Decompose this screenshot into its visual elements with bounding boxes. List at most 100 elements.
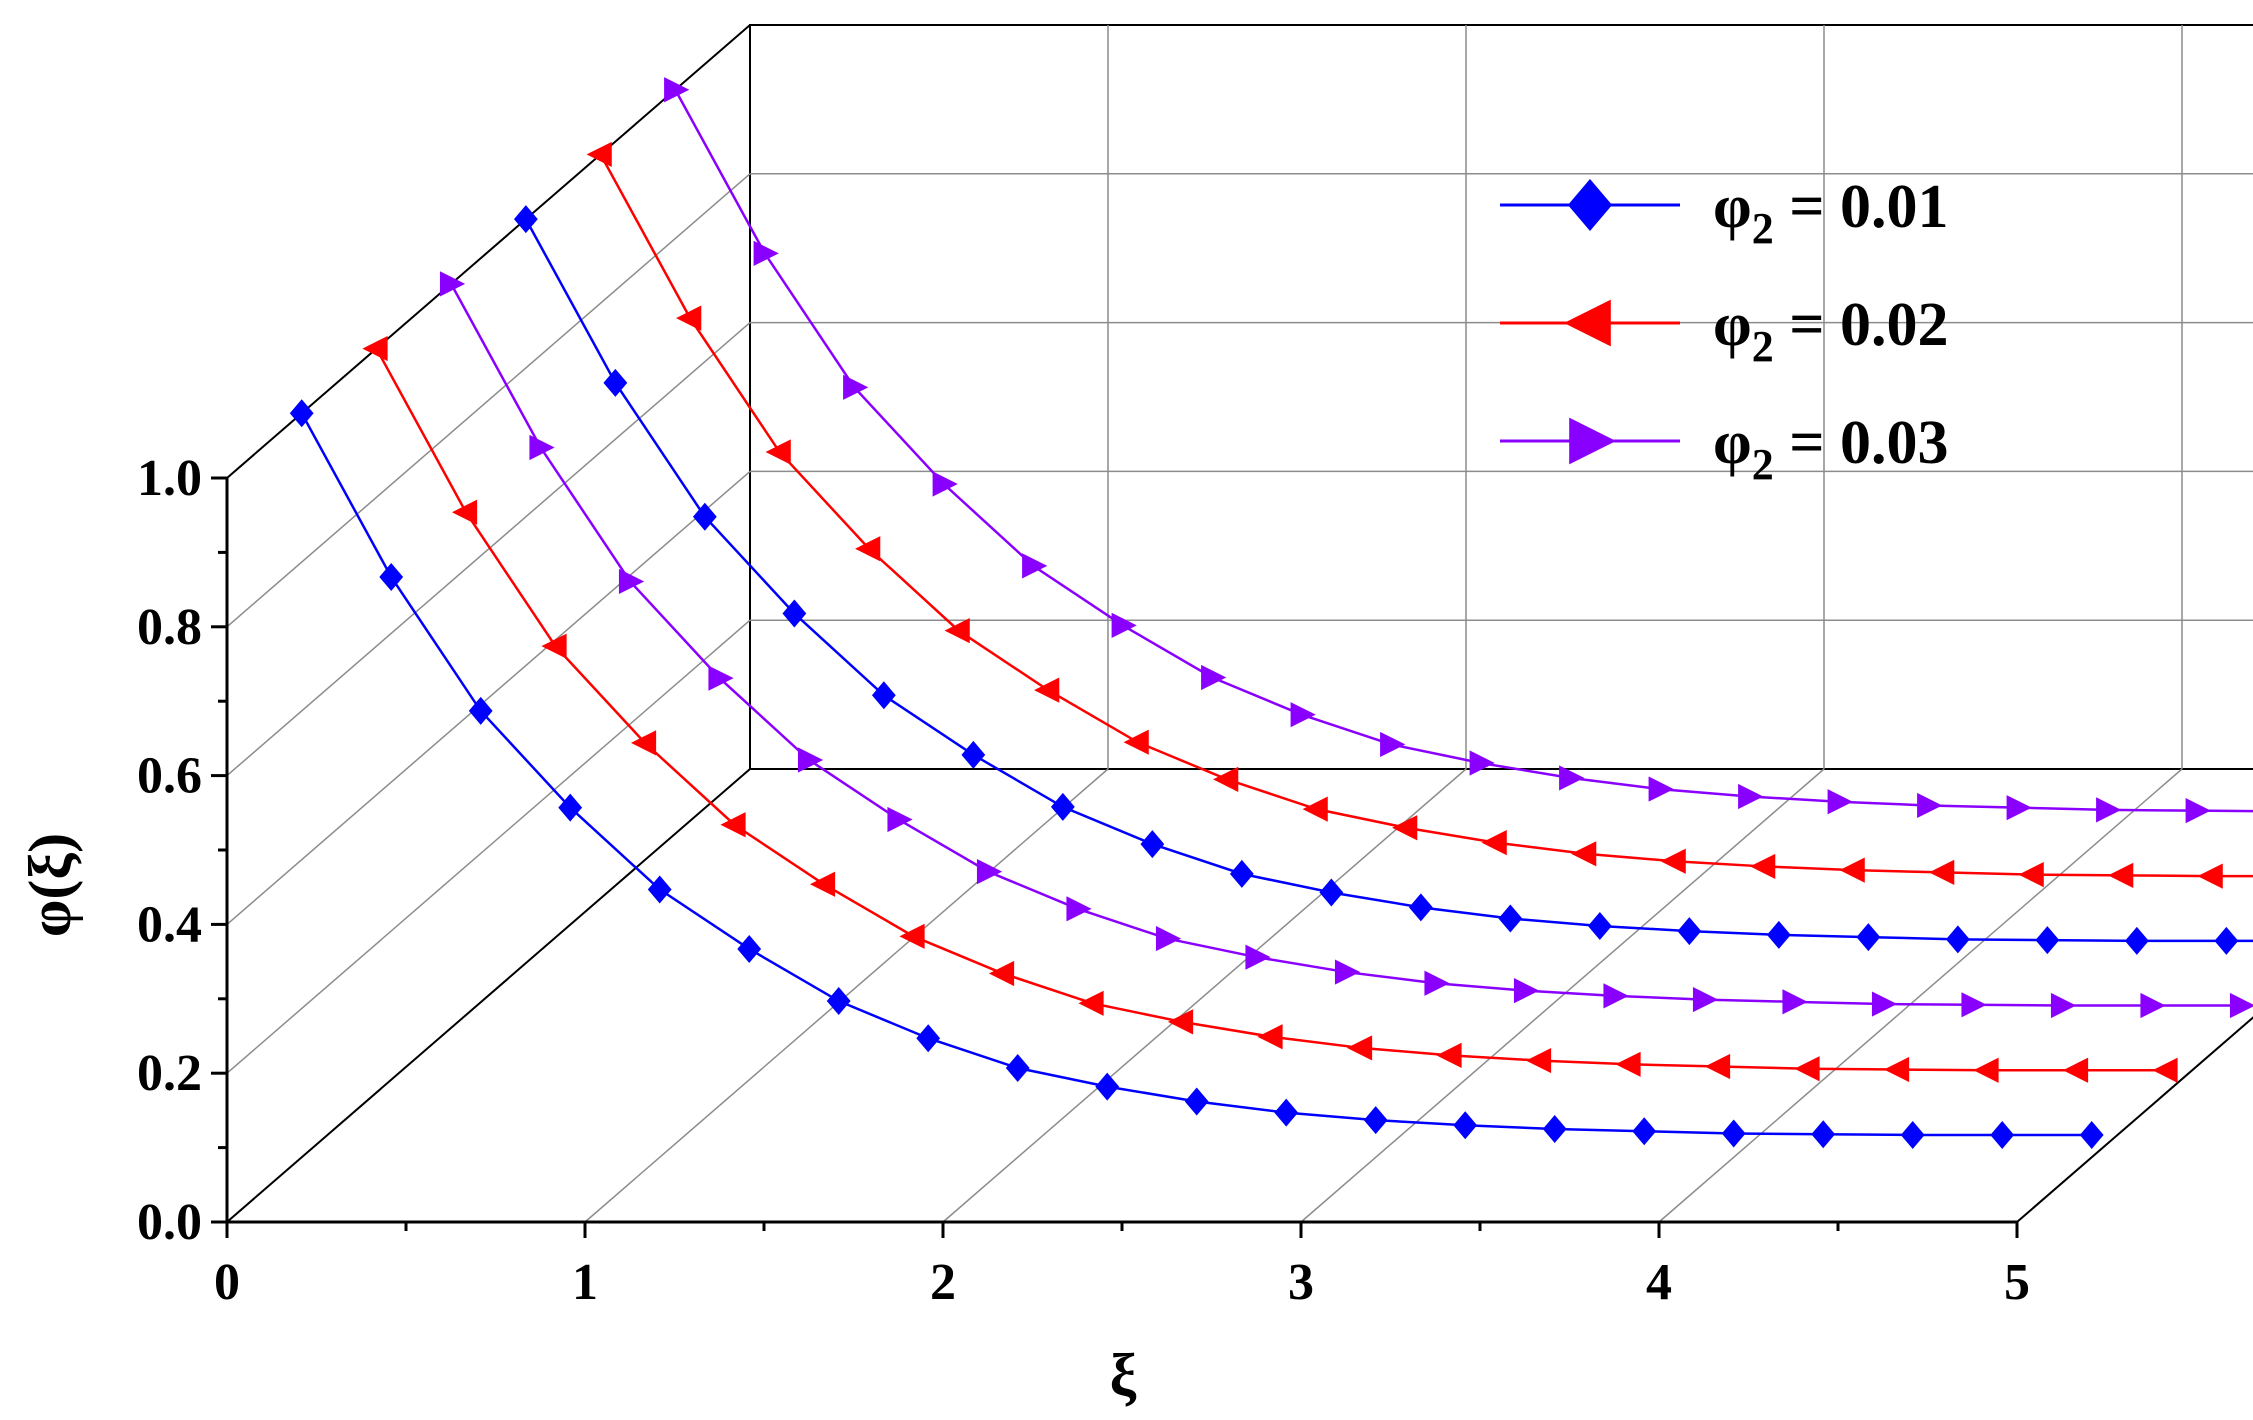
data-point [737, 934, 762, 963]
side-grid-line [226, 470, 751, 925]
data-point [1632, 1117, 1657, 1146]
data-point [439, 271, 466, 297]
data-point [1856, 923, 1881, 952]
data-point [1319, 878, 1344, 907]
series-path [599, 153, 2253, 878]
data-point [765, 439, 791, 465]
legend-label: φ2 = 0.02 [1713, 291, 1949, 371]
series-path [450, 283, 2242, 1007]
series-line [586, 141, 2253, 889]
y-tick-label: 0.0 [137, 1194, 202, 1251]
y-tick-label: 0.2 [137, 1045, 202, 1102]
data-point [1900, 1120, 1925, 1149]
y-tick-label: 0.6 [137, 748, 202, 805]
series-line [289, 399, 2104, 1149]
side-grid-line [226, 322, 751, 777]
data-point [826, 987, 851, 1016]
data-point [541, 633, 567, 659]
data-point [618, 568, 645, 595]
data-point [1005, 1054, 1030, 1083]
data-point [1436, 1042, 1462, 1068]
data-point [647, 875, 672, 904]
data-point [2108, 862, 2134, 888]
data-point [2185, 798, 2211, 824]
data-point [1603, 983, 1629, 1009]
series-line [513, 205, 2253, 955]
floor-grid-line [584, 768, 1109, 1223]
data-point [513, 205, 538, 234]
data-point [289, 399, 314, 428]
data-point [1363, 1106, 1388, 1135]
series-path [300, 412, 2092, 1137]
data-point [558, 793, 583, 822]
y-tick-label: 0.4 [137, 896, 202, 953]
data-point [2018, 862, 2044, 888]
data-point [1392, 815, 1418, 841]
axes: 0 1 2 3 4 5 0.0 0.2 0.4 0.6 0.8 1.0 [137, 450, 2030, 1311]
legend-marker [1569, 417, 1616, 465]
data-point [1155, 925, 1182, 952]
data-point [1615, 1051, 1641, 1077]
data-point [1692, 986, 1719, 1013]
data-point [720, 812, 746, 838]
data-point [1380, 731, 1406, 758]
data-point [2229, 992, 2253, 1019]
data-point [1766, 920, 1791, 949]
data-point [586, 141, 612, 168]
x-tick-label: 1 [572, 1254, 598, 1311]
series-line [439, 271, 2253, 1019]
data-point [1738, 783, 1764, 810]
data-point [451, 499, 478, 525]
data-point [2124, 926, 2149, 955]
data-point [2006, 795, 2032, 821]
data-point [1704, 1053, 1731, 1080]
data-point [1111, 612, 1137, 638]
data-point [1871, 991, 1898, 1017]
data-point [1167, 1009, 1194, 1035]
data-point [1257, 1024, 1283, 1050]
data-point [2152, 1057, 2178, 1083]
y-axis-label: φ(ξ) [17, 833, 83, 937]
data-point [1721, 1119, 1746, 1148]
data-point [899, 923, 925, 949]
y-tick-label: 0.8 [137, 599, 202, 656]
data-point [1346, 1035, 1373, 1061]
data-point [2140, 992, 2166, 1019]
back-wall-grid [749, 24, 2253, 770]
data-point [1677, 917, 1702, 946]
legend-label: φ2 = 0.03 [1713, 409, 1949, 489]
data-point [1794, 1056, 1820, 1082]
side-grid-line [226, 619, 751, 1074]
data-point [2079, 1120, 2104, 1149]
data-point [1290, 702, 1316, 728]
data-point [932, 471, 958, 497]
data-point [362, 335, 388, 362]
series-path [674, 89, 2253, 813]
legend-item: φ2 = 0.01 [1500, 173, 1949, 253]
y-tick-label: 1.0 [137, 450, 202, 507]
data-point [1095, 1072, 1120, 1101]
x-tick-label: 5 [2004, 1254, 2030, 1311]
data-point [379, 562, 404, 591]
data-point [1811, 1120, 1836, 1149]
data-point [843, 374, 869, 400]
data-point [1839, 857, 1865, 883]
data-point [1587, 911, 1612, 940]
data-point [809, 871, 836, 897]
data-point [1648, 776, 1674, 802]
data-point [1525, 1047, 1552, 1074]
data-point [976, 859, 1003, 885]
side-grid-line [226, 24, 751, 479]
data-point [529, 434, 555, 461]
data-point [603, 368, 628, 397]
legend: φ2 = 0.01 φ2 = 0.02 φ2 = 0.03 [1500, 173, 1949, 489]
data-point [1334, 959, 1361, 985]
data-point [1245, 944, 1271, 970]
data-point [916, 1024, 941, 1053]
data-point [1883, 1056, 1910, 1083]
data-point [630, 730, 657, 756]
data-point [2214, 926, 2239, 955]
back-wall-frame [749, 24, 2253, 770]
data-point [1513, 978, 1540, 1004]
